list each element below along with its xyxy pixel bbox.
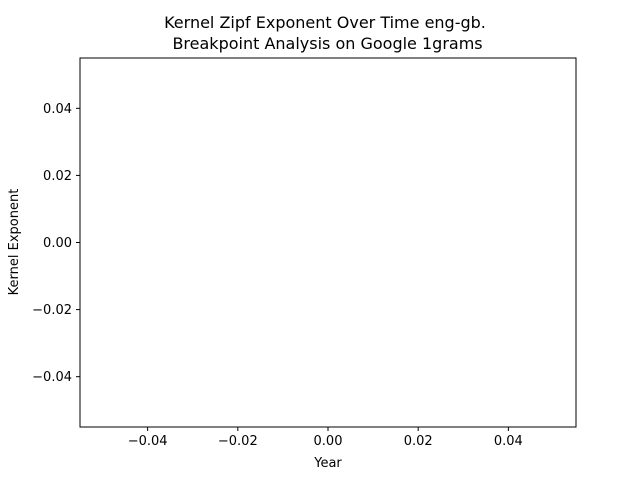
plot-area	[79, 57, 577, 428]
chart-title-line-2: Breakpoint Analysis on Google 1grams	[167, 34, 482, 53]
x-tick-label: 0.02	[404, 434, 433, 449]
x-axis-label: Year	[313, 456, 342, 471]
y-axis-label: Kernel Exponent	[7, 189, 22, 296]
y-tick-label: 0.00	[43, 236, 72, 251]
y-axis-ticks: −0.04 −0.02 0.00 0.02 0.04	[32, 102, 80, 385]
y-tick-label: 0.02	[43, 169, 72, 184]
x-tick-label: −0.04	[128, 434, 168, 449]
y-tick-label: 0.04	[43, 102, 72, 117]
y-tick-label: −0.04	[32, 370, 72, 385]
x-tick-label: 0.04	[494, 434, 523, 449]
x-axis-ticks: −0.04 −0.02 0.00 0.02 0.04	[128, 427, 523, 449]
chart-title-line-1: Kernel Zipf Exponent Over Time eng-gb.	[164, 13, 486, 32]
x-tick-label: −0.02	[218, 434, 258, 449]
y-tick-label: −0.02	[32, 303, 72, 318]
x-tick-label: 0.00	[314, 434, 343, 449]
